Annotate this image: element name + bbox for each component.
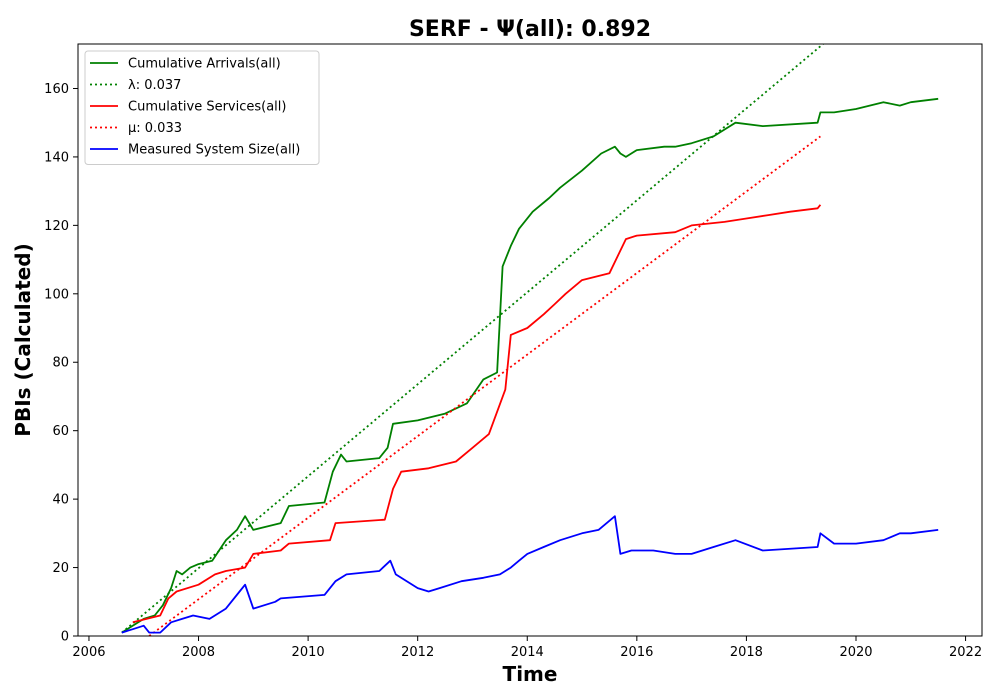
legend-label: Measured System Size(all) (128, 143, 300, 158)
chart-title: SERF - Ψ(all): 0.892 (409, 17, 651, 42)
series-line-1-cumulative-arrivals-all (121, 97, 939, 634)
x-tick-label: 2010 (292, 645, 325, 660)
legend-label: λ: 0.037 (128, 78, 181, 93)
y-tick-label: 100 (44, 287, 69, 302)
y-tick-label: 140 (44, 150, 69, 165)
y-tick-label: 20 (52, 561, 69, 576)
series-line-3-cumulative-services-all (132, 204, 822, 624)
series-line-4-0-033 (148, 135, 821, 636)
x-tick-label: 2018 (730, 645, 763, 660)
legend-label: Cumulative Services(all) (128, 100, 286, 115)
x-tick-label: 2016 (620, 645, 653, 660)
series-line-5-measured-system-size-all (121, 515, 939, 634)
x-tick-label: 2022 (949, 645, 982, 660)
legend-box (84, 50, 320, 165)
y-tick-label: 80 (52, 356, 69, 371)
x-tick-label: 2020 (839, 645, 872, 660)
y-tick-label: 40 (52, 493, 69, 508)
y-tick-label: 120 (44, 219, 69, 234)
x-tick-label: 2006 (72, 645, 105, 660)
legend-label: μ: 0.033 (128, 121, 182, 136)
x-tick-label: 2014 (511, 645, 544, 660)
x-tick-label: 2012 (401, 645, 434, 660)
x-tick-label: 2008 (182, 645, 215, 660)
plot-frame (77, 43, 983, 637)
y-tick-label: 0 (61, 630, 69, 645)
legend-label: Cumulative Arrivals(all) (128, 57, 281, 72)
y-axis-label: PBIs (Calculated) (11, 243, 35, 436)
y-tick-label: 60 (52, 424, 69, 439)
y-tick-label: 160 (44, 82, 69, 97)
x-axis-label: Time (503, 662, 558, 686)
